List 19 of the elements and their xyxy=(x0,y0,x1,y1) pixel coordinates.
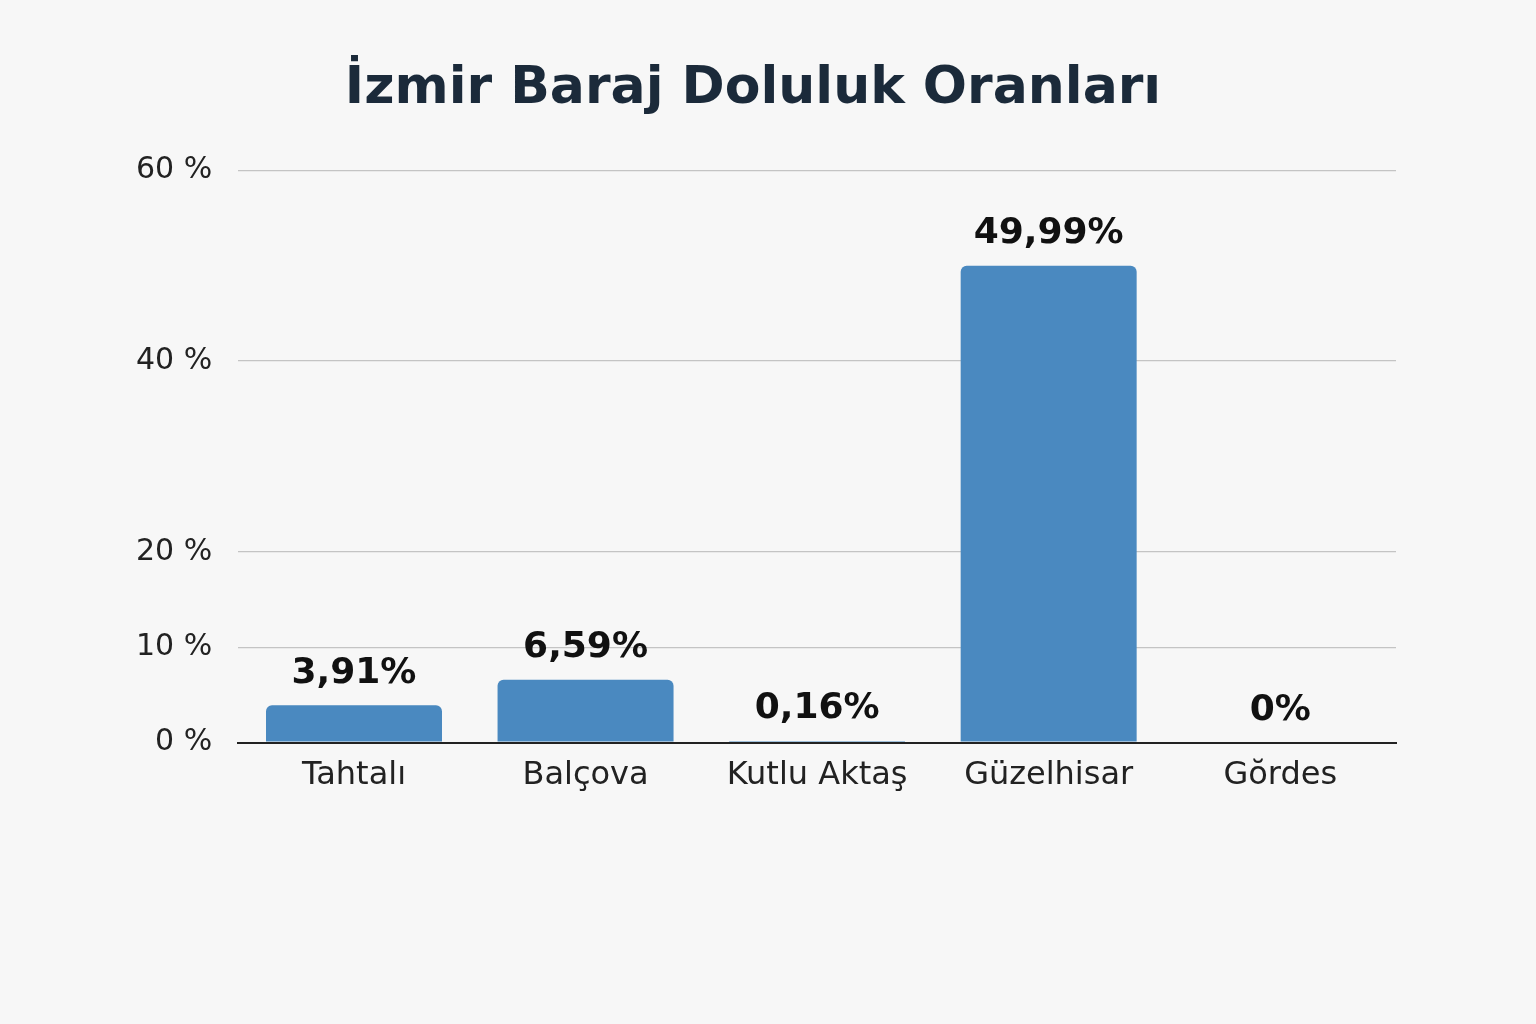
x-tick-label: Kutlu Aktaş xyxy=(726,754,908,793)
x-tick-label: Tahtalı xyxy=(300,754,407,793)
x-tick-label: Güzelhisar xyxy=(964,754,1135,793)
data-label: 6,59% xyxy=(523,624,648,666)
data-label: 3,91% xyxy=(291,649,417,691)
x-tick-label: Balçova xyxy=(522,754,649,793)
data-label: 0% xyxy=(1249,686,1311,728)
bar xyxy=(266,705,442,742)
y-tick-label: 40 % xyxy=(136,340,213,376)
y-tick-label: 0 % xyxy=(155,722,213,758)
bar xyxy=(960,265,1137,742)
bar xyxy=(497,679,674,742)
x-tick-label: Gŏrdes xyxy=(1223,754,1338,793)
data-label: 49,99% xyxy=(973,210,1124,252)
data-label: 0,16% xyxy=(754,685,880,727)
y-tick-label: 20 % xyxy=(136,531,213,567)
y-tick-label: 60 % xyxy=(136,150,213,186)
y-tick-label: 10 % xyxy=(136,627,213,663)
chart-title: İzmir Baraj Doluluk Oranları xyxy=(344,54,1162,115)
